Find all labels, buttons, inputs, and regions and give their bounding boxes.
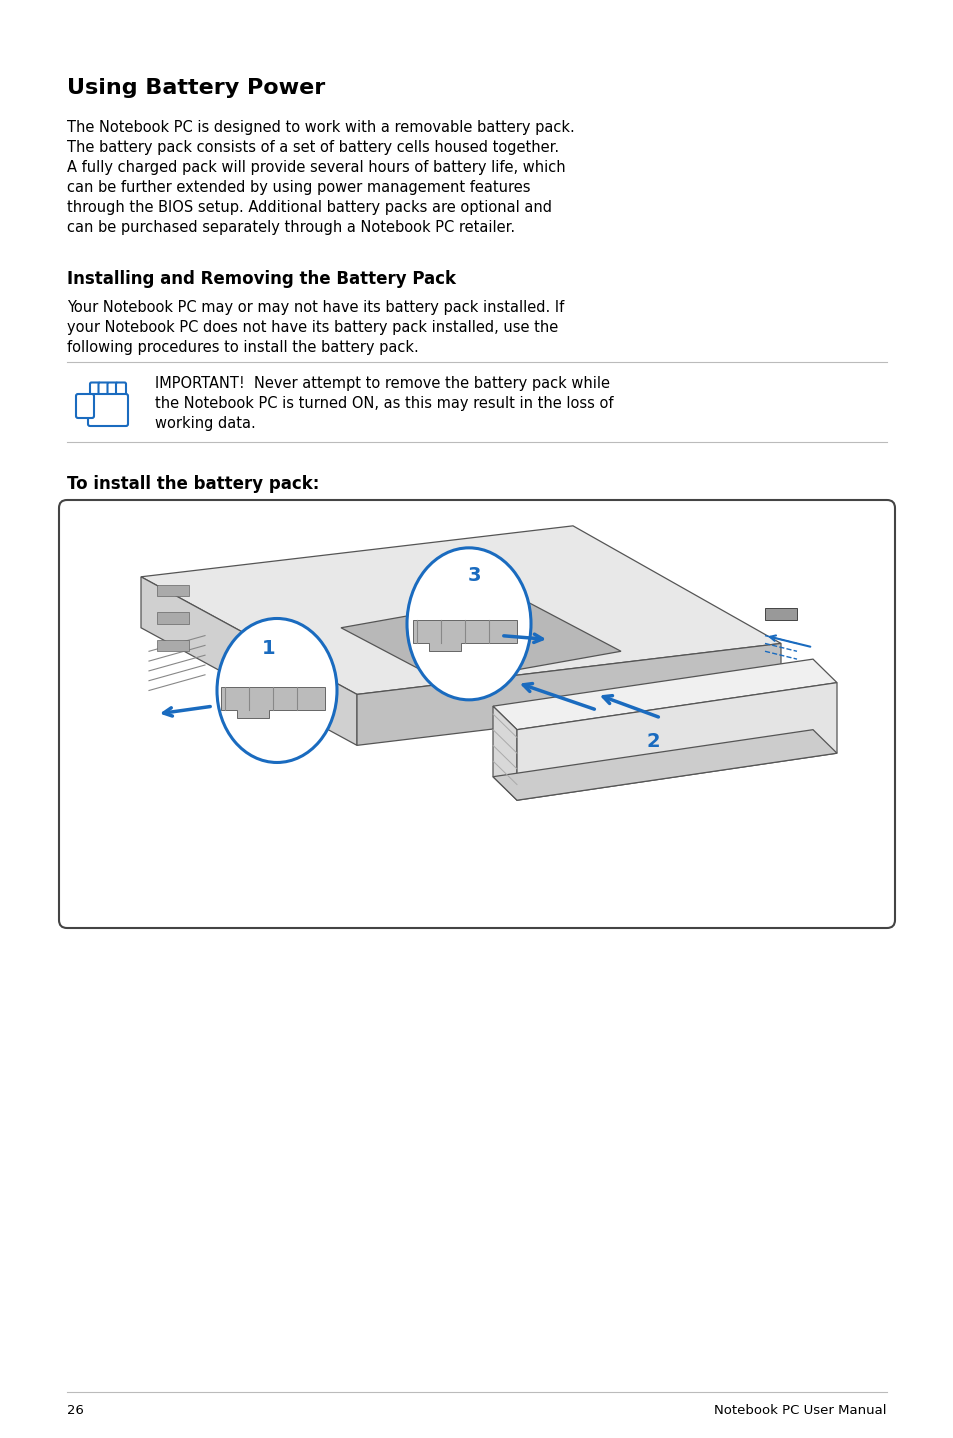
- FancyBboxPatch shape: [59, 500, 894, 928]
- Polygon shape: [340, 597, 620, 683]
- Text: the Notebook PC is turned ON, as this may result in the loss of: the Notebook PC is turned ON, as this ma…: [154, 395, 613, 411]
- Text: IMPORTANT!  Never attempt to remove the battery pack while: IMPORTANT! Never attempt to remove the b…: [154, 375, 609, 391]
- Text: 1: 1: [262, 638, 275, 659]
- FancyBboxPatch shape: [76, 394, 94, 418]
- Text: The Notebook PC is designed to work with a removable battery pack.: The Notebook PC is designed to work with…: [67, 119, 574, 135]
- Polygon shape: [429, 647, 517, 683]
- Polygon shape: [157, 613, 189, 624]
- Polygon shape: [157, 585, 189, 597]
- Text: 3: 3: [467, 567, 480, 585]
- FancyBboxPatch shape: [116, 383, 126, 416]
- Polygon shape: [493, 729, 836, 800]
- Text: following procedures to install the battery pack.: following procedures to install the batt…: [67, 339, 418, 355]
- Ellipse shape: [407, 548, 531, 700]
- FancyBboxPatch shape: [108, 383, 117, 416]
- Polygon shape: [493, 659, 836, 729]
- Text: Your Notebook PC may or may not have its battery pack installed. If: Your Notebook PC may or may not have its…: [67, 301, 563, 315]
- FancyBboxPatch shape: [98, 383, 109, 416]
- Polygon shape: [356, 643, 781, 745]
- Text: 26: 26: [67, 1403, 84, 1416]
- FancyBboxPatch shape: [90, 383, 100, 416]
- Polygon shape: [413, 620, 517, 651]
- FancyBboxPatch shape: [88, 394, 128, 426]
- Text: your Notebook PC does not have its battery pack installed, use the: your Notebook PC does not have its batte…: [67, 321, 558, 335]
- Text: Notebook PC User Manual: Notebook PC User Manual: [714, 1403, 886, 1416]
- Text: working data.: working data.: [154, 416, 255, 431]
- Text: through the BIOS setup. Additional battery packs are optional and: through the BIOS setup. Additional batte…: [67, 200, 552, 216]
- Polygon shape: [493, 706, 517, 800]
- Polygon shape: [141, 526, 781, 695]
- Text: The battery pack consists of a set of battery cells housed together.: The battery pack consists of a set of ba…: [67, 139, 558, 155]
- Text: A fully charged pack will provide several hours of battery life, which: A fully charged pack will provide severa…: [67, 160, 565, 175]
- Text: 2: 2: [645, 732, 659, 751]
- Polygon shape: [764, 608, 796, 620]
- Ellipse shape: [216, 618, 336, 762]
- Text: can be purchased separately through a Notebook PC retailer.: can be purchased separately through a No…: [67, 220, 515, 234]
- Polygon shape: [221, 686, 325, 718]
- Polygon shape: [141, 577, 356, 745]
- Text: Installing and Removing the Battery Pack: Installing and Removing the Battery Pack: [67, 270, 456, 288]
- Text: Using Battery Power: Using Battery Power: [67, 78, 325, 98]
- Text: To install the battery pack:: To install the battery pack:: [67, 475, 319, 493]
- Text: can be further extended by using power management features: can be further extended by using power m…: [67, 180, 530, 196]
- Polygon shape: [157, 640, 189, 651]
- Polygon shape: [517, 683, 836, 800]
